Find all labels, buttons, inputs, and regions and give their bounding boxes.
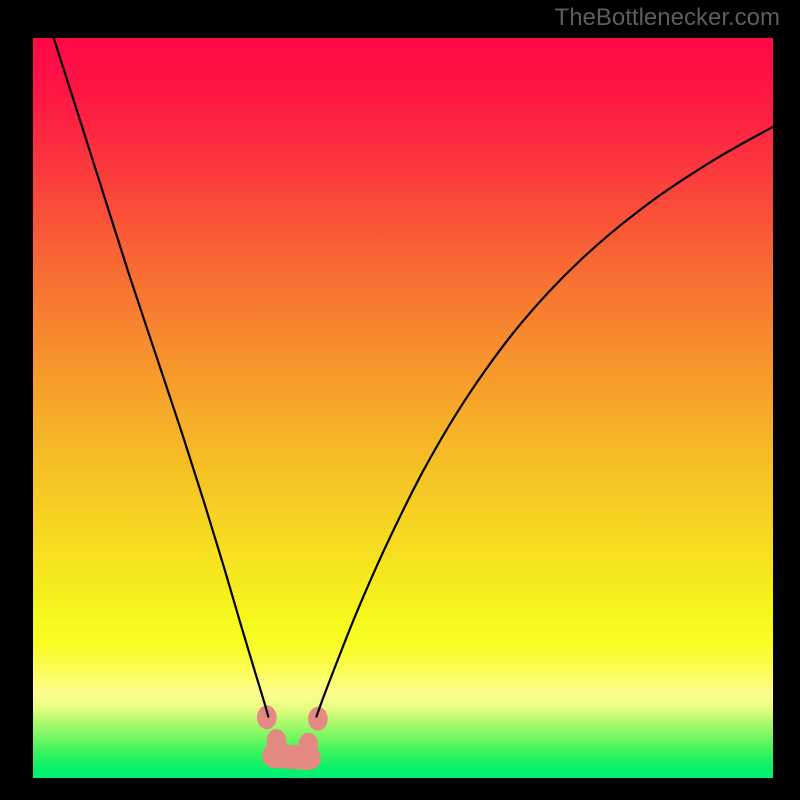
plot-area xyxy=(33,38,773,778)
valley-accent-pad xyxy=(267,729,287,753)
valley-accent-pad xyxy=(298,733,318,757)
right-curve xyxy=(316,127,773,717)
left-curve xyxy=(54,38,269,717)
chart-curves-layer xyxy=(33,38,773,778)
canvas: TheBottlenecker.com xyxy=(0,0,800,800)
valley-accent-bar xyxy=(274,756,309,758)
watermark-text: TheBottlenecker.com xyxy=(555,4,780,32)
